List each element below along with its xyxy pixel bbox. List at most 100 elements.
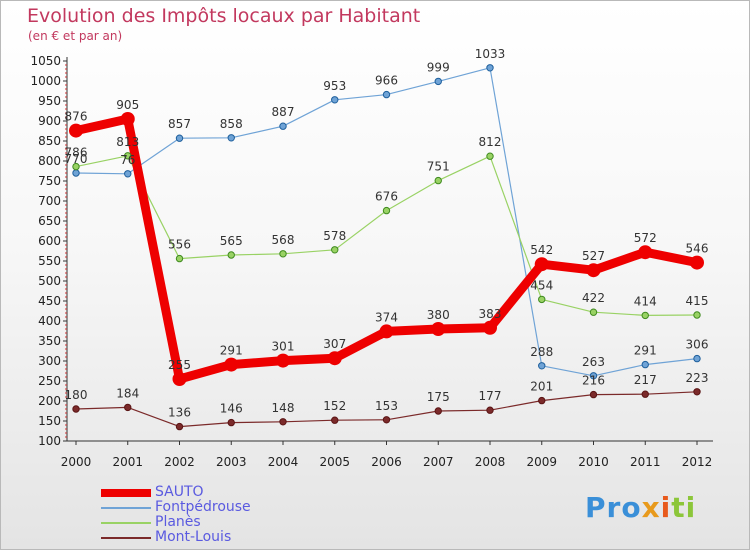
x-tick-label: 2008 xyxy=(475,455,506,469)
data-point-sauto xyxy=(327,351,342,366)
y-tick-label: 400 xyxy=(38,314,61,328)
legend-swatch-fontpedrouse xyxy=(101,507,151,509)
legend-swatch-sauto xyxy=(101,489,151,497)
data-label-planes: 751 xyxy=(427,160,450,174)
data-label-sauto: 374 xyxy=(375,310,398,324)
data-point-sauto xyxy=(224,357,239,372)
axes: 100 150 200 250 300 350 400 450 500 550 600 650 700 7… xyxy=(30,54,713,469)
y-tick-label: 600 xyxy=(38,234,61,248)
data-point-mont-louis xyxy=(693,388,701,396)
data-label-sauto: 307 xyxy=(323,337,346,351)
data-label-mont-louis: 152 xyxy=(323,399,346,413)
x-tick-label: 2000 xyxy=(61,455,92,469)
data-point-mont-louis xyxy=(538,396,546,405)
series-markers xyxy=(69,64,704,431)
logo-part-i: i xyxy=(660,491,672,524)
data-label-mont-louis: 136 xyxy=(168,406,191,420)
data-label-planes: 422 xyxy=(582,291,605,305)
y-tick-label: 900 xyxy=(38,114,61,128)
data-label-fontpedrouse: 76 xyxy=(120,153,135,167)
data-point-fontpedrouse xyxy=(693,354,701,363)
data-point-planes xyxy=(589,308,598,316)
data-point-planes xyxy=(175,254,184,263)
data-point-planes xyxy=(434,176,442,185)
x-tick-label: 2002 xyxy=(164,455,195,469)
data-label-mont-louis: 217 xyxy=(634,373,657,387)
data-point-fontpedrouse xyxy=(434,77,442,86)
data-point-planes xyxy=(538,295,546,304)
data-point-planes xyxy=(693,311,701,319)
y-tick-label: 450 xyxy=(38,294,61,308)
data-label-sauto: 527 xyxy=(582,249,605,263)
x-tick-label: 2011 xyxy=(630,455,661,469)
data-label-fontpedrouse: 306 xyxy=(686,338,709,352)
data-label-fontpedrouse: 953 xyxy=(323,79,346,93)
data-label-planes: 414 xyxy=(634,294,657,308)
data-point-sauto xyxy=(534,257,549,272)
data-label-mont-louis: 223 xyxy=(686,371,709,385)
data-label-mont-louis: 175 xyxy=(427,390,450,404)
data-point-fontpedrouse xyxy=(124,170,132,178)
data-label-sauto: 905 xyxy=(116,98,139,112)
data-point-fontpedrouse xyxy=(589,372,598,380)
data-point-planes xyxy=(641,311,649,320)
data-label-sauto: 255 xyxy=(168,358,191,372)
data-label-sauto: 383 xyxy=(479,307,502,321)
data-point-sauto xyxy=(276,353,290,368)
data-label-sauto: 572 xyxy=(634,231,657,245)
data-label-mont-louis: 201 xyxy=(530,380,553,394)
x-tick-label: 2010 xyxy=(578,455,609,469)
data-point-sauto xyxy=(431,322,446,336)
data-point-sauto xyxy=(483,320,497,335)
data-label-planes: 454 xyxy=(530,278,553,292)
data-point-sauto xyxy=(69,123,83,138)
data-point-planes xyxy=(331,246,339,254)
data-label-fontpedrouse: 288 xyxy=(530,345,553,359)
data-point-mont-louis xyxy=(641,390,649,398)
y-tick-label: 550 xyxy=(38,254,61,268)
data-point-planes xyxy=(486,152,494,160)
data-label-planes: 556 xyxy=(168,238,191,252)
data-label-planes: 565 xyxy=(220,234,243,248)
data-label-fontpedrouse: 263 xyxy=(582,355,605,369)
x-tick-label: 2001 xyxy=(112,455,143,469)
data-label-mont-louis: 216 xyxy=(582,374,605,388)
data-label-mont-louis: 148 xyxy=(272,401,295,415)
y-tick-label: 850 xyxy=(38,134,61,148)
y-tick-label: 1000 xyxy=(30,74,61,88)
data-point-fontpedrouse xyxy=(538,362,546,370)
legend-item-fontpedrouse: Fontpédrouse xyxy=(101,499,401,515)
y-tick-label: 100 xyxy=(38,434,61,448)
data-point-planes xyxy=(124,152,132,160)
data-point-mont-louis xyxy=(434,407,442,415)
x-tick-label: 2007 xyxy=(423,455,454,469)
legend-label-fontpedrouse: Fontpédrouse xyxy=(155,499,251,515)
legend-label-mont-louis: Mont-Louis xyxy=(155,529,232,545)
data-point-fontpedrouse xyxy=(486,64,494,72)
data-point-mont-louis xyxy=(382,416,391,424)
data-label-sauto: 380 xyxy=(427,308,450,322)
data-point-fontpedrouse xyxy=(331,96,339,104)
data-point-sauto xyxy=(690,255,704,270)
data-point-mont-louis xyxy=(486,406,494,414)
data-label-planes: 578 xyxy=(323,229,346,243)
x-tick-label: 2005 xyxy=(319,455,350,469)
y-tick-label: 650 xyxy=(38,214,61,228)
y-tick-label: 350 xyxy=(38,334,61,348)
data-point-fontpedrouse xyxy=(279,122,287,130)
chart-subtitle: (en € et par an) xyxy=(28,29,123,43)
data-label-fontpedrouse: 966 xyxy=(375,74,398,88)
data-label-fontpedrouse: 857 xyxy=(168,117,191,131)
data-point-fontpedrouse xyxy=(175,134,184,142)
data-point-sauto xyxy=(379,324,394,339)
data-point-sauto xyxy=(638,245,653,260)
data-label-fontpedrouse: 291 xyxy=(634,344,657,358)
y-tick-label: 500 xyxy=(38,274,61,288)
data-point-mont-louis xyxy=(175,422,184,431)
data-label-mont-louis: 180 xyxy=(65,388,88,402)
data-point-mont-louis xyxy=(227,418,235,427)
y-tick-label: 1050 xyxy=(30,54,61,68)
data-label-planes: 812 xyxy=(479,135,502,149)
y-tick-label: 750 xyxy=(38,174,61,188)
